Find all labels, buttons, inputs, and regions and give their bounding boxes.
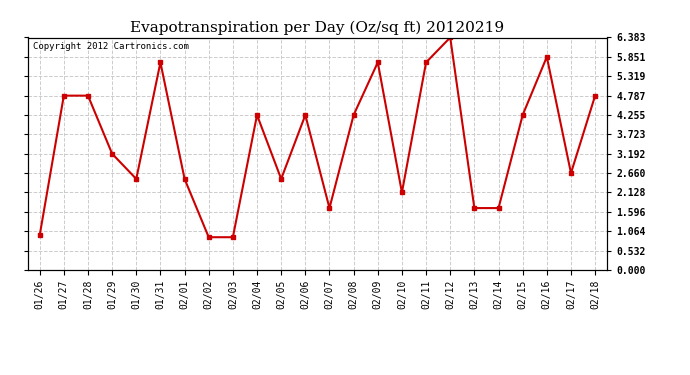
Title: Evapotranspiration per Day (Oz/sq ft) 20120219: Evapotranspiration per Day (Oz/sq ft) 20…: [130, 21, 504, 35]
Text: Copyright 2012 Cartronics.com: Copyright 2012 Cartronics.com: [33, 42, 189, 51]
